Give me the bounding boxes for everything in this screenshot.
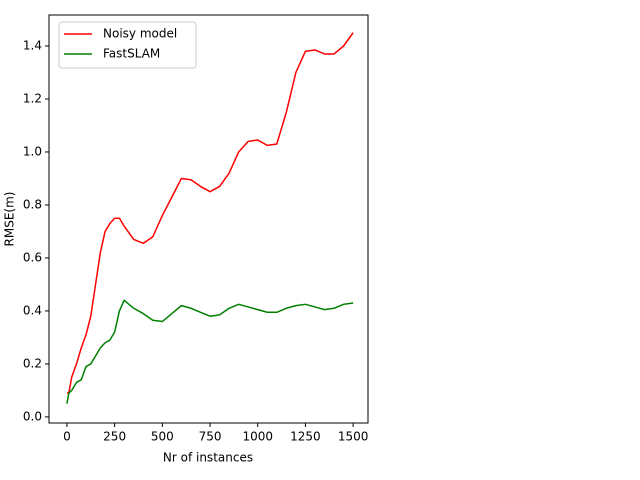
x-axis-label: Nr of instances — [163, 451, 253, 465]
legend-label: Noisy model — [103, 27, 177, 41]
y-tick-label: 0.0 — [23, 409, 42, 423]
series-line — [66, 32, 354, 394]
x-tick-label: 0 — [63, 430, 71, 444]
legend-label: FastSLAM — [103, 47, 160, 61]
x-tick-label: 500 — [151, 430, 174, 444]
x-tick-label: 1250 — [290, 430, 321, 444]
series-line — [66, 299, 354, 404]
x-tick-label: 250 — [103, 430, 126, 444]
y-axis-label: RMSE(m) — [3, 192, 17, 247]
y-tick-label: 0.6 — [23, 250, 42, 264]
y-tick-label: 1.0 — [23, 144, 42, 158]
y-tick-label: 1.4 — [23, 38, 42, 52]
x-tick-label: 750 — [199, 430, 222, 444]
plot-frame — [48, 14, 369, 424]
y-tick-label: 0.8 — [23, 197, 42, 211]
legend-box — [58, 21, 197, 69]
x-tick-label: 1500 — [338, 430, 369, 444]
y-tick-label: 0.4 — [23, 303, 42, 317]
y-tick-label: 0.2 — [23, 356, 42, 370]
x-tick-label: 1000 — [242, 430, 273, 444]
y-tick-label: 1.2 — [23, 91, 42, 105]
